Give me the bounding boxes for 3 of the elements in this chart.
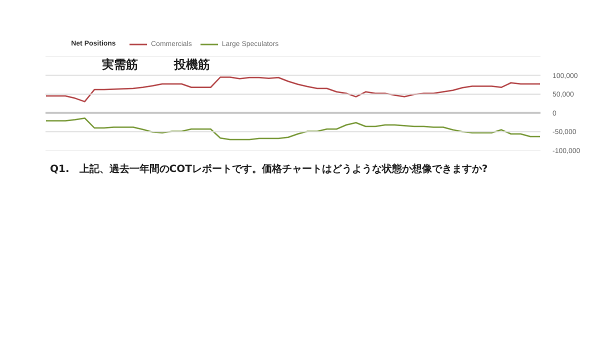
annotation: 投機筋 (172, 58, 210, 72)
annotation: 実需筋 (101, 58, 138, 72)
text: Q1. 上記、過去一年間のCOTレポートです。価格チャートはどうような状態か想像できますか? (50, 163, 488, 177)
